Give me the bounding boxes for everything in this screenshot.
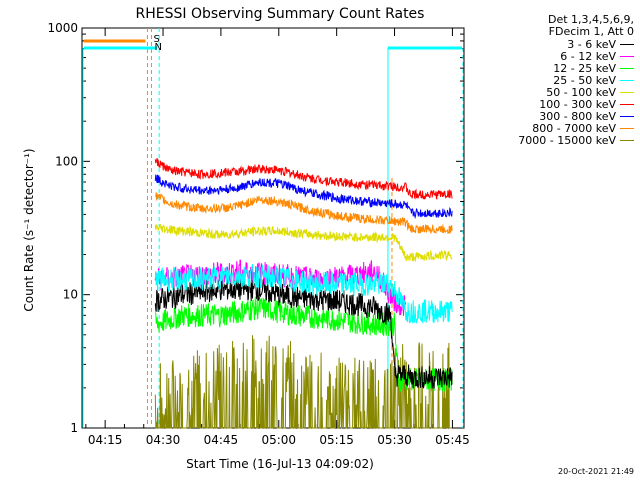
series-layer: SN	[82, 28, 464, 429]
y-tick-label: 1	[70, 421, 78, 435]
legend-swatch	[620, 103, 634, 105]
legend-swatch	[620, 115, 634, 117]
legend-entry: 25 - 50 keV	[488, 73, 634, 87]
generated-timestamp: 20-Oct-2021 21:49	[558, 467, 634, 476]
legend-entry: 50 - 100 keV	[488, 85, 634, 99]
y-tick-label: 1000	[47, 21, 78, 35]
x-tick-label: 05:45	[435, 433, 470, 447]
legend-swatch	[620, 139, 634, 141]
legend-entry-label: 50 - 100 keV	[546, 85, 616, 99]
saa-marker-label: S	[153, 34, 159, 45]
chart-title: RHESSI Observing Summary Count Rates	[136, 6, 425, 22]
legend-swatch	[620, 79, 634, 81]
legend-entry: 6 - 12 keV	[488, 49, 634, 63]
y-tick-label: 10	[63, 288, 78, 302]
series-line	[155, 192, 453, 235]
legend-swatch	[620, 43, 634, 45]
legend: Det 1,3,4,5,6,9, FDecim 1, Att 0 3 - 6 k…	[488, 13, 634, 147]
y-tick-label: 100	[55, 154, 78, 168]
legend-entry: 100 - 300 keV	[488, 97, 634, 111]
series-line	[154, 264, 453, 324]
series-line	[154, 276, 453, 389]
legend-entry-label: 800 - 7000 keV	[532, 121, 616, 135]
x-tick-label: 04:45	[204, 433, 239, 447]
legend-swatch	[620, 55, 634, 57]
legend-entry-label: 7000 - 15000 keV	[518, 133, 616, 147]
legend-entry: 12 - 25 keV	[488, 61, 634, 75]
night-marker-label: N	[154, 42, 161, 53]
legend-entry: 7000 - 15000 keV	[488, 133, 634, 147]
x-tick-label: 04:30	[146, 433, 181, 447]
x-tick-label: 04:15	[88, 433, 123, 447]
legend-entry: 300 - 800 keV	[488, 109, 634, 123]
legend-entry-label: 300 - 800 keV	[539, 109, 616, 123]
x-axis-label: Start Time (16-Jul-13 04:09:02)	[186, 457, 374, 471]
legend-entry-label: 3 - 6 keV	[567, 37, 616, 51]
legend-entry-label: 100 - 300 keV	[539, 97, 616, 111]
y-axis-label: Count Rate (s⁻¹ detector⁻¹)	[22, 148, 36, 311]
legend-header-detectors: Det 1,3,4,5,6,9,	[547, 13, 634, 26]
legend-swatch	[620, 67, 634, 69]
legend-swatch	[620, 127, 634, 129]
legend-entry: 800 - 7000 keV	[488, 121, 634, 135]
legend-swatch	[620, 91, 634, 93]
y-axis: 1 10 100 1000	[47, 21, 464, 435]
legend-header-decimation: FDecim 1, Att 0	[548, 25, 634, 38]
x-tick-label: 05:15	[319, 433, 354, 447]
x-tick-label: 05:00	[261, 433, 296, 447]
legend-entry-label: 6 - 12 keV	[560, 49, 616, 63]
legend-entry-label: 25 - 50 keV	[553, 73, 616, 87]
series-line	[154, 158, 453, 201]
x-axis: 04:15 04:30 04:45 05:00 05:15 05:30 05:45	[85, 28, 470, 447]
legend-entry: 3 - 6 keV	[488, 37, 634, 51]
x-tick-label: 05:30	[377, 433, 412, 447]
legend-entry-label: 12 - 25 keV	[553, 61, 616, 75]
series-line	[154, 174, 453, 220]
series-line	[154, 223, 453, 262]
series-line	[154, 335, 453, 429]
